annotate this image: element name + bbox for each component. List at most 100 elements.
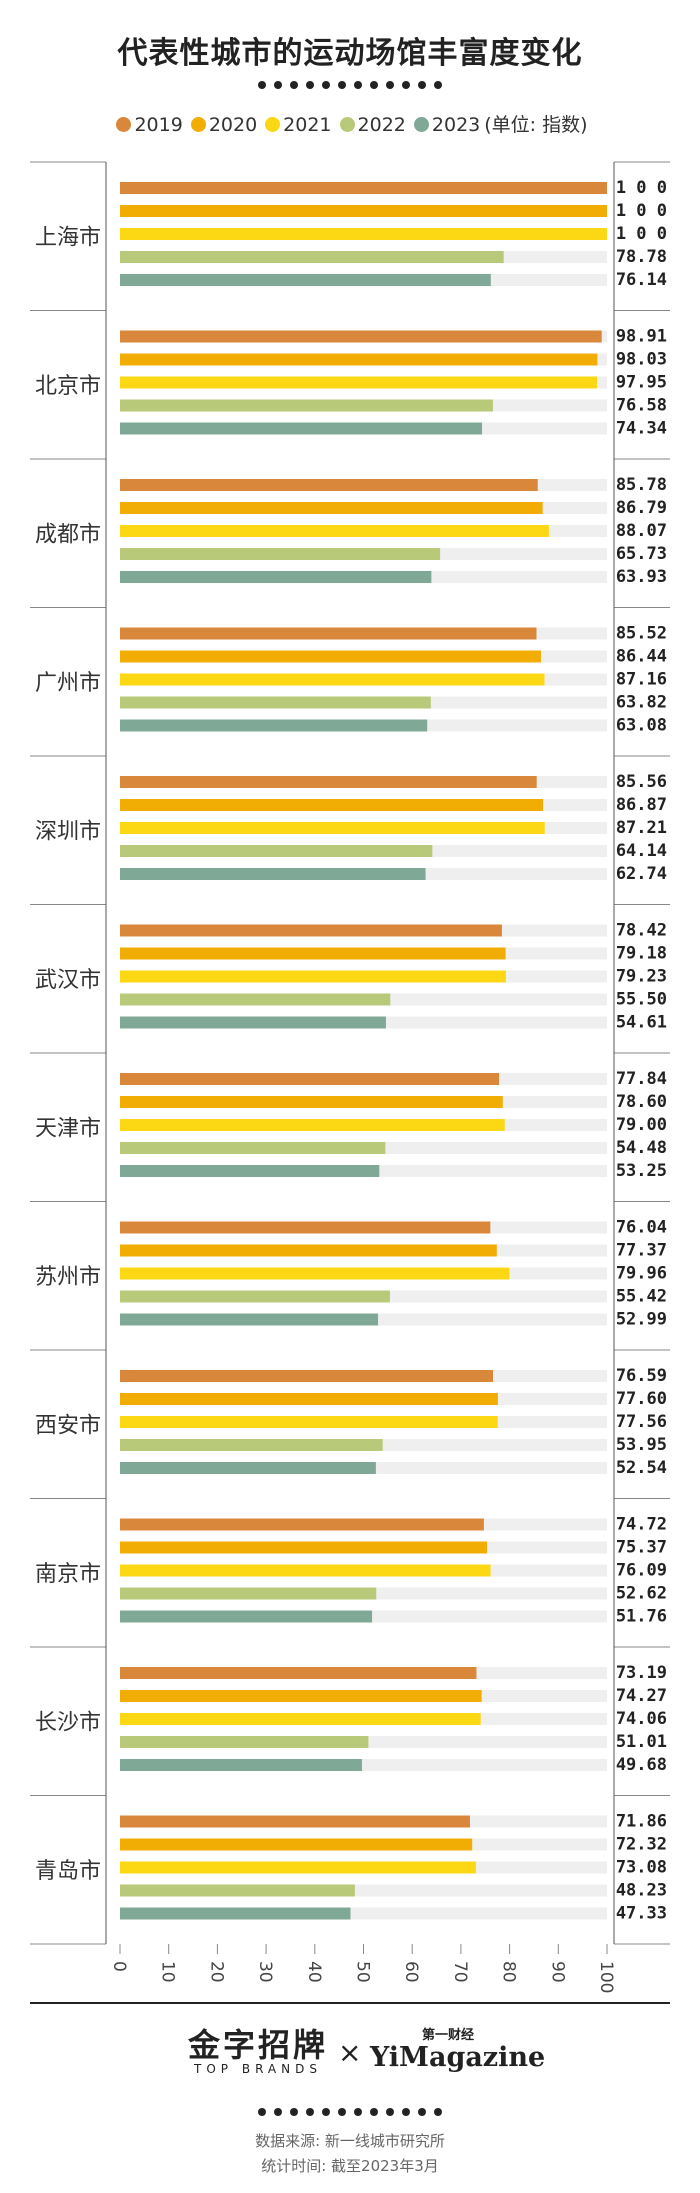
value-label: 78.60 bbox=[616, 1092, 667, 1112]
category-label: 西安市 bbox=[35, 1413, 101, 1438]
value-label: 53.25 bbox=[616, 1161, 667, 1181]
bar-2021 bbox=[120, 822, 545, 834]
yimagazine-logo: 第一财经 YiMagazine bbox=[370, 2024, 545, 2073]
bar-2019 bbox=[120, 1667, 477, 1679]
times-sign: × bbox=[338, 2036, 362, 2069]
value-label: 53.95 bbox=[616, 1435, 667, 1455]
category-label: 青岛市 bbox=[35, 1859, 101, 1884]
value-label: 51.76 bbox=[616, 1607, 667, 1627]
legend-label: 2020 bbox=[208, 114, 258, 136]
value-label: 77.56 bbox=[616, 1412, 667, 1432]
value-label: 97.95 bbox=[616, 373, 667, 393]
value-label: 79.23 bbox=[616, 967, 667, 987]
stat-time: 统计时间: 截至2023年3月 bbox=[261, 2157, 439, 2175]
footer-divider bbox=[30, 2002, 670, 2004]
bar-2019 bbox=[120, 1073, 500, 1085]
value-label: 71.86 bbox=[616, 1812, 667, 1832]
value-label: 76.59 bbox=[616, 1366, 667, 1386]
value-label: 63.08 bbox=[616, 716, 667, 736]
bar-2022 bbox=[120, 548, 441, 560]
value-label: 88.07 bbox=[616, 521, 667, 541]
value-label: 74.72 bbox=[616, 1515, 667, 1535]
value-label: 63.82 bbox=[616, 693, 667, 713]
bar-2019 bbox=[120, 1221, 491, 1234]
divider-dot bbox=[354, 2108, 362, 2116]
value-label: 79.00 bbox=[616, 1115, 667, 1135]
value-label: 74.34 bbox=[616, 419, 667, 439]
bar-2023 bbox=[120, 1759, 362, 1771]
legend-swatch bbox=[265, 117, 281, 132]
bar-2022 bbox=[120, 1884, 355, 1897]
bar-2019 bbox=[120, 1518, 484, 1531]
bar-2019 bbox=[120, 1370, 493, 1382]
x-tick-label: 80 bbox=[499, 1961, 519, 1983]
bar-2020 bbox=[120, 650, 541, 663]
bar-2020 bbox=[120, 1244, 497, 1257]
x-tick-label: 50 bbox=[353, 1961, 373, 1983]
value-label: 1 0 0 bbox=[616, 178, 667, 198]
legend-item-2019: 2019 bbox=[116, 114, 183, 136]
divider-dot bbox=[370, 2108, 378, 2116]
bar-2020 bbox=[120, 205, 607, 217]
legend-item-2022: 2022 bbox=[339, 114, 406, 136]
bar-2019 bbox=[120, 1815, 470, 1828]
bar-2021 bbox=[120, 228, 607, 240]
x-tick-label: 70 bbox=[450, 1961, 470, 1983]
value-label: 51.01 bbox=[616, 1732, 667, 1752]
bar-2021 bbox=[120, 970, 506, 983]
divider-dot bbox=[322, 81, 330, 89]
value-label: 73.19 bbox=[616, 1663, 667, 1683]
divider-dot bbox=[338, 81, 346, 89]
chart-legend: 2019 2020 2021 2022 2023 (单位: 指数) bbox=[0, 110, 700, 137]
bar-2020 bbox=[120, 1690, 482, 1702]
x-tick-label: 100 bbox=[596, 1961, 616, 1993]
bar-2022 bbox=[120, 1142, 386, 1154]
bar-2023 bbox=[120, 1462, 376, 1474]
legend-label: 2019 bbox=[134, 114, 183, 136]
x-tick-label: 40 bbox=[304, 1961, 324, 1983]
data-source: 数据来源: 新一线城市研究所 bbox=[255, 2132, 445, 2150]
value-label: 73.08 bbox=[616, 1858, 667, 1878]
divider-dot bbox=[402, 2108, 410, 2116]
value-label: 75.37 bbox=[616, 1538, 667, 1558]
value-label: 87.21 bbox=[616, 818, 667, 838]
category-label: 成都市 bbox=[35, 522, 101, 547]
value-label: 52.62 bbox=[616, 1584, 667, 1604]
bar-2023 bbox=[120, 1907, 351, 1920]
bar-chart: 上海市 1 0 0 1 0 0 1 0 0 78.78 76.14 北京市 98.91 98.0… bbox=[30, 161, 670, 1993]
divider-dot bbox=[322, 2108, 330, 2116]
value-label: 74.06 bbox=[616, 1709, 667, 1729]
legend-item-2021: 2021 bbox=[265, 114, 332, 136]
value-label: 72.32 bbox=[616, 1835, 667, 1855]
divider-dot bbox=[306, 2108, 314, 2116]
value-label: 86.79 bbox=[616, 498, 667, 518]
bar-2021 bbox=[120, 376, 598, 389]
divider-dot bbox=[434, 81, 442, 89]
bar-2019 bbox=[120, 776, 537, 788]
value-label: 52.99 bbox=[616, 1310, 667, 1330]
divider-dot bbox=[386, 81, 394, 89]
bar-2020 bbox=[120, 1541, 488, 1554]
value-label: 98.91 bbox=[616, 327, 667, 347]
bar-2021 bbox=[120, 1564, 491, 1577]
top-brands-logo-en: TOP BRANDS bbox=[194, 2062, 322, 2076]
bar-2022 bbox=[120, 399, 493, 412]
divider-dot bbox=[274, 81, 282, 89]
divider-dot bbox=[258, 81, 266, 89]
value-label: 63.93 bbox=[616, 567, 667, 587]
value-label: 62.74 bbox=[616, 864, 667, 884]
value-label: 76.58 bbox=[616, 396, 667, 416]
value-label: 76.14 bbox=[616, 270, 667, 290]
bar-2021 bbox=[120, 1119, 505, 1131]
category-label: 武汉市 bbox=[35, 968, 101, 993]
bar-2023 bbox=[120, 868, 426, 880]
category-label: 苏州市 bbox=[35, 1265, 101, 1290]
x-tick-label: 0 bbox=[109, 1961, 129, 1972]
legend-label: 2023 bbox=[431, 114, 481, 136]
divider-dot bbox=[418, 81, 426, 89]
footer-dots-divider bbox=[0, 2101, 700, 2120]
category-label: 南京市 bbox=[35, 1562, 101, 1587]
bar-2020 bbox=[120, 1096, 503, 1108]
value-label: 85.78 bbox=[616, 475, 667, 495]
value-label: 55.42 bbox=[616, 1287, 667, 1307]
